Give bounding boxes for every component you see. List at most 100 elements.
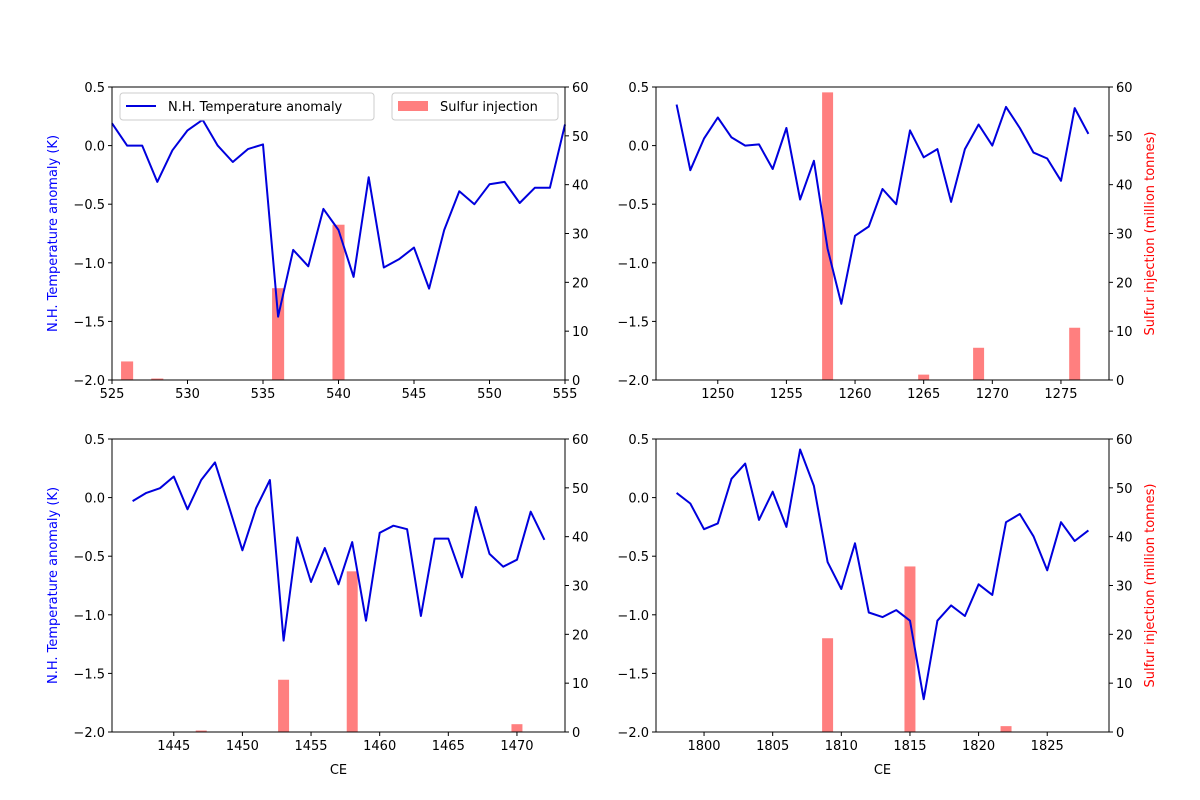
y-right-tick-label: 60 — [572, 433, 589, 448]
legend: N.H. Temperature anomaly Sulfur injection — [119, 92, 559, 121]
y-right-tick-label: 10 — [572, 325, 589, 340]
x-tick-label: 1825 — [1031, 739, 1064, 754]
y-right-tick-label: 30 — [572, 580, 589, 595]
y-right-tick-label: 0 — [1116, 374, 1124, 389]
y-left-tick-label: −1.5 — [617, 315, 649, 330]
x-tick-label: 1270 — [976, 387, 1009, 402]
temperature-line — [675, 104, 1090, 305]
x-tick-label: 1265 — [907, 387, 940, 402]
y-right-axis-label: Sulfur injection (million tonnes) — [1143, 484, 1158, 688]
x-tick-label: 1275 — [1044, 387, 1077, 402]
y-left-tick-label: −2.0 — [73, 726, 105, 741]
sulfur-bar — [822, 92, 834, 380]
x-tick-label: 1815 — [893, 739, 926, 754]
x-tick-label: 1255 — [770, 387, 803, 402]
temperature-line — [132, 461, 546, 642]
x-tick-label: 1450 — [226, 739, 259, 754]
y-right-tick-label: 0 — [1116, 726, 1124, 741]
y-right-tick-label: 30 — [572, 228, 589, 243]
subplot-1: 525 530 535 540 545 550 555 −2.0 −1.5 −1.0 −0.5 0.0… — [46, 81, 589, 402]
x-tick-label: 1465 — [432, 739, 465, 754]
x-tick-label: 550 — [477, 387, 502, 402]
legend-bar-swatch — [398, 101, 428, 111]
y-right-tick-label: 60 — [572, 81, 589, 96]
sulfur-bar — [151, 378, 164, 380]
axes-frame — [111, 438, 566, 733]
y-left-tick-label: 0.5 — [84, 433, 105, 448]
subplot-4: 1800 1805 1810 1815 1820 1825 −2.0 −1.5 −1.0 −0.5… — [617, 433, 1158, 778]
y-left-tick-label: −1.0 — [73, 257, 105, 272]
y-right-axis-label: Sulfur injection (million tonnes) — [1143, 132, 1158, 336]
x-axis-label: CE — [330, 763, 347, 778]
y-right-tick-label: 0 — [572, 374, 580, 389]
legend-label-temperature: N.H. Temperature anomaly — [168, 100, 343, 115]
x-tick-label: 1445 — [157, 739, 190, 754]
y-left-tick-label: −2.0 — [73, 374, 105, 389]
y-right-tick-label: 50 — [572, 130, 589, 145]
y-left-tick-label: −2.0 — [617, 726, 649, 741]
x-tick-label: 525 — [100, 387, 125, 402]
y-right-tick-label: 40 — [572, 531, 589, 546]
subplot-2: 1250 1255 1260 1265 1270 1275 −2.0 −1.5 −1.0 −0.5… — [617, 81, 1158, 402]
y-left-tick-label: −2.0 — [617, 374, 649, 389]
y-left-tick-label: −1.5 — [617, 667, 649, 682]
y-left-tick-label: −1.5 — [73, 315, 105, 330]
y-right-tick-label: 10 — [1116, 325, 1133, 340]
y-right-tick-label: 30 — [1116, 228, 1133, 243]
x-tick-label: 1460 — [363, 739, 396, 754]
sulfur-bar — [272, 288, 285, 380]
y-left-tick-label: −0.5 — [73, 198, 105, 213]
y-right-tick-label: 30 — [1116, 580, 1133, 595]
subplot-3: 1445 1450 1455 1460 1465 1470 −2.0 −1.5 −1.0 −0.5… — [46, 433, 589, 778]
y-right-tick-label: 50 — [1116, 130, 1133, 145]
y-left-tick-label: 0.5 — [628, 81, 649, 96]
legend-label-sulfur: Sulfur injection — [440, 100, 538, 115]
x-tick-label: 535 — [251, 387, 276, 402]
y-right-tick-label: 40 — [1116, 179, 1133, 194]
y-right-tick-label: 40 — [1116, 531, 1133, 546]
sulfur-bar — [346, 571, 358, 732]
y-left-tick-label: 0.5 — [84, 81, 105, 96]
y-left-axis-label: N.H. Temperature anomaly (K) — [46, 487, 61, 684]
y-right-tick-label: 10 — [1116, 677, 1133, 692]
y-left-tick-label: 0.0 — [628, 492, 649, 507]
sulfur-bar — [121, 361, 134, 380]
y-right-tick-label: 20 — [572, 276, 589, 291]
y-left-tick-label: −0.5 — [617, 550, 649, 565]
y-right-tick-label: 60 — [1116, 433, 1133, 448]
x-tick-label: 1805 — [756, 739, 789, 754]
y-right-tick-label: 20 — [572, 628, 589, 643]
legend-box-sulfur — [391, 92, 559, 121]
x-tick-label: 555 — [553, 387, 578, 402]
y-right-tick-label: 10 — [572, 677, 589, 692]
sulfur-bar — [918, 374, 930, 380]
x-tick-label: 1820 — [962, 739, 995, 754]
axes-frame — [655, 86, 1110, 381]
y-right-tick-label: 50 — [1116, 482, 1133, 497]
sulfur-bar — [511, 724, 523, 732]
y-right-tick-label: 20 — [1116, 628, 1133, 643]
y-left-tick-label: −0.5 — [617, 198, 649, 213]
y-right-tick-label: 0 — [572, 726, 580, 741]
x-axis-label: CE — [874, 763, 891, 778]
temperature-line — [675, 448, 1090, 701]
y-left-tick-label: −1.0 — [73, 609, 105, 624]
x-tick-label: 1250 — [701, 387, 734, 402]
x-tick-label: 1800 — [687, 739, 720, 754]
y-right-tick-label: 20 — [1116, 276, 1133, 291]
x-tick-label: 545 — [402, 387, 427, 402]
y-left-tick-label: 0.0 — [84, 492, 105, 507]
y-left-tick-label: 0.0 — [628, 140, 649, 155]
sulfur-bar — [1000, 726, 1012, 732]
sulfur-bar — [904, 566, 916, 732]
x-tick-label: 1455 — [294, 739, 327, 754]
y-right-tick-label: 60 — [1116, 81, 1133, 96]
sulfur-bar — [822, 638, 834, 732]
y-left-tick-label: −1.0 — [617, 609, 649, 624]
y-left-tick-label: −1.0 — [617, 257, 649, 272]
y-left-axis-label: N.H. Temperature anomaly (K) — [46, 135, 61, 332]
y-left-tick-label: −1.5 — [73, 667, 105, 682]
y-left-tick-label: −0.5 — [73, 550, 105, 565]
x-tick-label: 530 — [175, 387, 200, 402]
